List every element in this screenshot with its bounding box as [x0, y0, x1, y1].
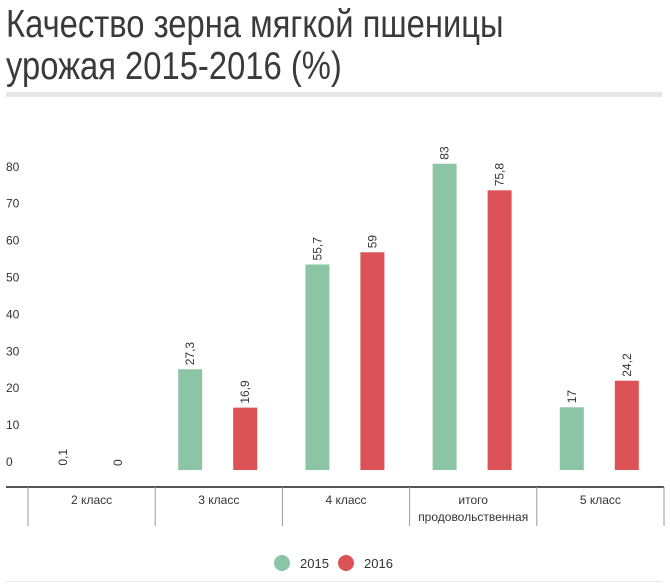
legend-label: 2015	[300, 556, 329, 571]
legend-marker-2016	[338, 555, 354, 571]
data-label: 59	[365, 235, 379, 249]
data-label: 83	[438, 146, 452, 160]
x-tick-label: продовольственная	[418, 510, 528, 524]
y-tick-label: 60	[6, 234, 20, 248]
y-tick-label: 20	[6, 381, 20, 395]
title-line-1: Качество зерна мягкой пшеницы	[6, 3, 504, 46]
chart-title: Качество зерна мягкой пшеницы урожая 2015…	[6, 4, 504, 88]
data-label: 0,1	[56, 449, 70, 466]
x-tick-label: 3 класс	[198, 493, 239, 507]
data-label: 17	[565, 390, 579, 404]
x-tick-label: 5 класс	[580, 493, 621, 507]
bar-2016	[233, 407, 258, 470]
y-tick-label: 80	[6, 160, 20, 174]
bar-2015	[305, 264, 330, 470]
title-line-2: урожая 2015-2016 (%)	[6, 45, 342, 88]
bar-2016	[487, 190, 512, 470]
data-label: 0	[111, 459, 125, 466]
y-tick-label: 10	[6, 418, 20, 432]
y-tick-label: 0	[6, 455, 13, 469]
y-tick-label: 40	[6, 307, 20, 321]
bar-2016	[614, 380, 639, 470]
x-tick-label: итого	[458, 493, 488, 507]
data-label: 75,8	[493, 163, 507, 187]
title-separator	[6, 92, 662, 97]
y-tick-label: 70	[6, 197, 20, 211]
bar-2015	[178, 369, 203, 470]
data-label: 27,3	[183, 342, 197, 366]
bar-2015	[559, 407, 584, 470]
data-label: 16,9	[238, 380, 252, 404]
bottom-divider	[6, 581, 662, 582]
legend-marker-2015	[274, 555, 290, 571]
legend-label: 2016	[364, 556, 393, 571]
y-tick-label: 50	[6, 271, 20, 285]
data-label: 24,2	[620, 353, 634, 377]
bar-2016	[360, 252, 385, 470]
y-tick-label: 30	[6, 344, 20, 358]
x-tick-label: 2 класс	[71, 493, 112, 507]
data-label: 55,7	[310, 237, 324, 261]
bar-2015	[432, 163, 457, 471]
x-tick-label: 4 класс	[325, 493, 366, 507]
